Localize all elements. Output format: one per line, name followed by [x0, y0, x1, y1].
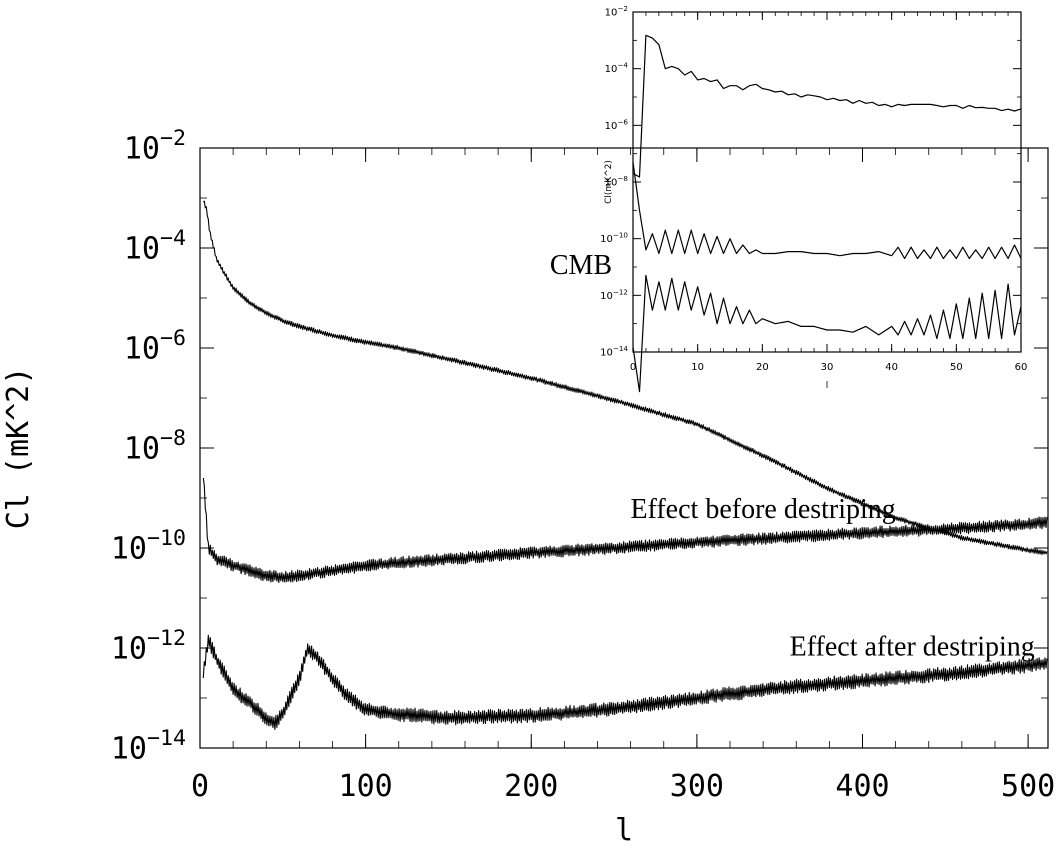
series-line — [202, 634, 1048, 730]
y-axis-label: Cl(mK^2) — [604, 160, 614, 204]
x-tick-label: 60 — [1015, 362, 1028, 373]
y-tick-label: 10−6 — [124, 326, 186, 367]
y-tick-label: 10−10 — [600, 231, 628, 246]
x-tick-label: 500 — [1001, 769, 1055, 804]
x-axis-label: l — [826, 381, 829, 391]
y-axis-label: Cl (mK^2) — [1, 367, 36, 530]
y-tick-label: 10−6 — [605, 117, 629, 132]
x-tick-label: 100 — [339, 769, 393, 804]
x-tick-label: 20 — [756, 362, 769, 373]
y-tick-label: 10−12 — [600, 287, 628, 302]
x-tick-label: 0 — [630, 362, 636, 373]
y-tick-label: 10−4 — [605, 61, 629, 76]
y-tick-label: 10−4 — [124, 226, 186, 267]
inset-chart: 0 10 20 30 40 50 60 10−2 10−4 10−6 10−8 10−10 10−12 1… — [600, 4, 1028, 393]
series-line — [632, 34, 1022, 178]
x-tick-label: 50 — [950, 362, 963, 373]
x-tick-label: 0 — [191, 769, 209, 804]
x-tick-label: 400 — [835, 769, 889, 804]
y-tick-label: 10−8 — [605, 174, 629, 189]
main-chart: 0 100 200 300 400 50010−210−410−610−810−1010−… — [1, 126, 1055, 848]
annotation-label: Effect after destriping — [790, 632, 1035, 663]
series-line — [632, 274, 1022, 393]
x-tick-label: 30 — [821, 362, 834, 373]
series-line — [202, 477, 1048, 584]
series-line — [632, 162, 1022, 260]
y-tick-label: 10−2 — [124, 126, 186, 167]
y-tick-label: 10−14 — [111, 726, 186, 767]
y-tick-label: 10−14 — [600, 344, 628, 359]
x-tick-label: 300 — [670, 769, 724, 804]
x-tick-label: 10 — [691, 362, 704, 373]
y-tick-label: 10−2 — [605, 4, 628, 19]
series-line — [202, 200, 1048, 556]
x-axis-label: l — [615, 813, 633, 848]
annotation-label: CMB — [550, 250, 612, 281]
plot-frame — [632, 11, 1022, 353]
x-tick-label: 200 — [504, 769, 558, 804]
x-tick-label: 40 — [885, 362, 898, 373]
y-tick-label: 10−10 — [111, 526, 186, 567]
y-tick-label: 10−12 — [111, 626, 186, 667]
annotation-label: Effect before destriping — [630, 494, 895, 525]
y-tick-label: 10−8 — [124, 426, 186, 467]
